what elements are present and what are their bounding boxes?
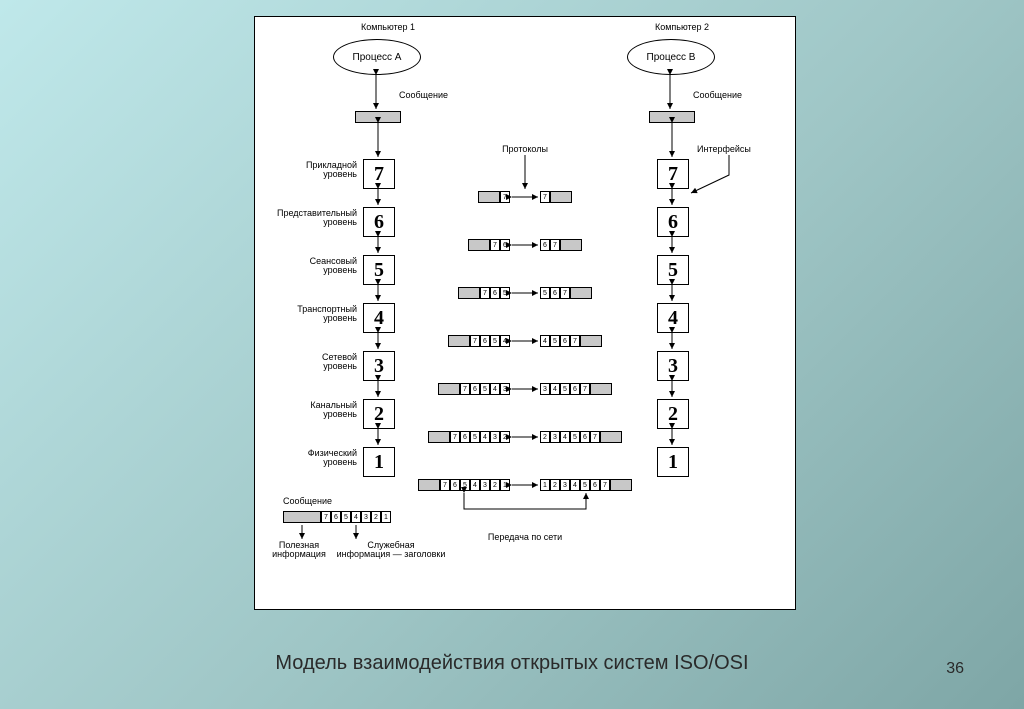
layer-label-2: Канальный уровень — [273, 401, 357, 420]
legend-useful: Полезная информация — [269, 541, 329, 560]
layer-box-left-5: 5 — [363, 255, 395, 285]
layer-box-right-6: 6 — [657, 207, 689, 237]
label-interfaces: Интерфейсы — [697, 145, 751, 154]
page-number: 36 — [946, 660, 964, 678]
layer-box-left-2: 2 — [363, 399, 395, 429]
layer-box-left-7: 7 — [363, 159, 395, 189]
layer-label-6: Представительный уровень — [273, 209, 357, 228]
layer-label-4: Транспортный уровень — [273, 305, 357, 324]
packet-right-6: 67 — [540, 239, 582, 251]
layer-box-right-1: 1 — [657, 447, 689, 477]
label-transmission: Передача по сети — [465, 533, 585, 542]
layer-label-5: Сеансовый уровень — [273, 257, 357, 276]
layer-box-right-5: 5 — [657, 255, 689, 285]
layer-box-left-3: 3 — [363, 351, 395, 381]
packet-right-1: 1234567 — [540, 479, 632, 491]
legend-service: Служебная информация — заголовки — [331, 541, 451, 560]
packet-left-1: 7654321 — [418, 479, 510, 491]
layer-box-right-2: 2 — [657, 399, 689, 429]
layer-box-left-1: 1 — [363, 447, 395, 477]
packet-left-6: 76 — [468, 239, 510, 251]
legend-packet: 7654321 — [283, 511, 391, 523]
layer-label-1: Физический уровень — [273, 449, 357, 468]
layer-box-right-3: 3 — [657, 351, 689, 381]
layer-box-right-7: 7 — [657, 159, 689, 189]
label-message-left: Сообщение — [399, 91, 448, 100]
packet-right-2: 234567 — [540, 431, 622, 443]
msgbar-left — [355, 111, 401, 123]
layer-label-3: Сетевой уровень — [273, 353, 357, 372]
packet-left-3: 76543 — [438, 383, 510, 395]
label-message-right: Сообщение — [693, 91, 742, 100]
packet-left-7: 7 — [478, 191, 510, 203]
packet-right-3: 34567 — [540, 383, 612, 395]
layer-box-left-6: 6 — [363, 207, 395, 237]
label-computer-1: Компьютер 1 — [343, 23, 433, 32]
process-a: Процесс A — [333, 39, 421, 75]
layer-label-7: Прикладной уровень — [273, 161, 357, 180]
slide-title: Модель взаимодействия открытых систем IS… — [0, 652, 1024, 675]
packet-left-2: 765432 — [428, 431, 510, 443]
slide-background: Компьютер 1 Компьютер 2 Процесс A Процесс B… — [0, 0, 1024, 709]
packet-right-7: 7 — [540, 191, 572, 203]
legend-message-label: Сообщение — [283, 497, 332, 506]
label-computer-2: Компьютер 2 — [637, 23, 727, 32]
packet-right-4: 4567 — [540, 335, 602, 347]
layer-box-left-4: 4 — [363, 303, 395, 333]
packet-right-5: 567 — [540, 287, 592, 299]
layer-box-right-4: 4 — [657, 303, 689, 333]
label-protocols: Протоколы — [485, 145, 565, 154]
osi-diagram-figure: Компьютер 1 Компьютер 2 Процесс A Процесс B… — [254, 16, 796, 610]
packet-left-5: 765 — [458, 287, 510, 299]
packet-left-4: 7654 — [448, 335, 510, 347]
msgbar-right — [649, 111, 695, 123]
process-b: Процесс B — [627, 39, 715, 75]
